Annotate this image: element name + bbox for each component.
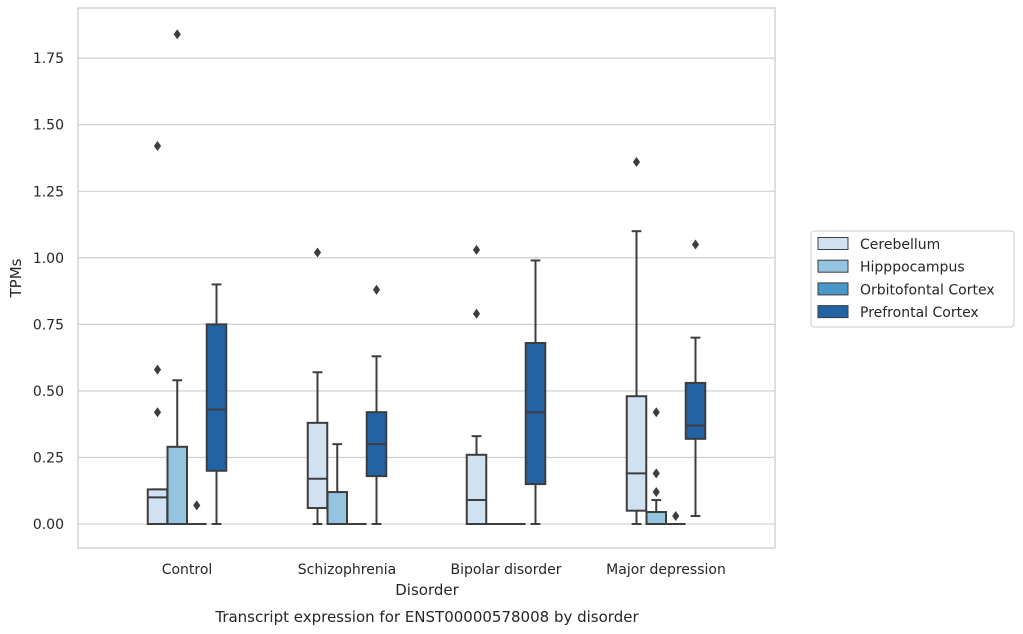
outlier-point [193, 500, 201, 511]
box [166, 29, 188, 525]
box-series [146, 29, 707, 526]
box-body [465, 453, 488, 525]
outlier-point [652, 407, 660, 418]
outlier-point [472, 244, 481, 255]
box [365, 284, 388, 525]
box [625, 156, 648, 525]
box [306, 247, 329, 525]
outlier-point [652, 487, 660, 498]
box-body [524, 341, 547, 486]
legend-label: Orbitofontal Cortex [860, 282, 995, 298]
legend-label: Hipppocampus [860, 260, 965, 276]
outlier-point [691, 239, 700, 250]
series-hipppocampus [166, 29, 667, 525]
chart-title: Transcript expression for ENST0000057800… [214, 608, 639, 626]
y-tick-label: 0.25 [33, 450, 64, 466]
outlier-point [672, 511, 680, 522]
legend-swatch [817, 237, 849, 250]
legend-swatch [817, 305, 849, 319]
outlier-point [153, 140, 162, 151]
box-body [625, 395, 648, 512]
legend: Cerebellum Hipppocampus Orbitofontal Corte… [810, 230, 1015, 328]
y-tick-label: 0.00 [33, 517, 64, 533]
legend-label: Prefrontal Cortex [860, 305, 979, 321]
outlier-point [372, 284, 381, 295]
x-tick-label: Control [162, 562, 213, 578]
x-tick-label: Schizophrenia [298, 562, 396, 578]
series-prefrontal-cortex [205, 239, 707, 525]
box [666, 511, 686, 525]
plot-frame [77, 7, 776, 549]
outlier-point [632, 156, 641, 167]
box-body [205, 323, 228, 472]
box-body [326, 491, 348, 525]
outlier-point [472, 308, 481, 319]
x-axis-ticks: Control Schizophrenia Bipolar disorder Majo… [162, 562, 726, 578]
y-axis-title: TPMs [7, 258, 25, 298]
y-tick-label: 0.50 [33, 384, 64, 400]
y-tick-label: 1.50 [33, 118, 64, 134]
x-tick-label: Major depression [606, 562, 726, 578]
box-body [146, 488, 169, 526]
box-body [645, 511, 667, 525]
x-tick-label: Bipolar disorder [450, 562, 561, 578]
y-tick-label: 0.75 [33, 317, 64, 333]
box-body [684, 381, 707, 440]
y-axis-ticks: 0.00 0.25 0.50 0.75 1.00 1.25 1.50 1.75 [33, 51, 64, 533]
box [524, 259, 547, 525]
legend-label: Cerebellum [860, 237, 940, 253]
legend-frame [810, 230, 1015, 328]
series-orbitofontal-cortex [187, 500, 686, 525]
outlier-point [313, 247, 322, 258]
box [205, 283, 228, 525]
y-tick-label: 1.75 [33, 51, 64, 67]
box [187, 500, 207, 525]
box [645, 407, 667, 525]
box-body [166, 445, 188, 525]
outlier-point [153, 364, 162, 375]
outlier-point [652, 468, 660, 479]
legend-swatch [817, 259, 849, 273]
box [326, 443, 348, 525]
outlier-point [153, 407, 162, 418]
y-tick-label: 1.25 [33, 184, 64, 200]
box [684, 239, 707, 518]
outlier-point [173, 29, 181, 40]
series-cerebellum [146, 140, 648, 526]
legend-swatch [817, 282, 849, 296]
y-tick-label: 1.00 [33, 251, 64, 267]
box [465, 244, 488, 525]
x-axis-title: Disorder [395, 581, 459, 599]
box-body [306, 421, 329, 510]
